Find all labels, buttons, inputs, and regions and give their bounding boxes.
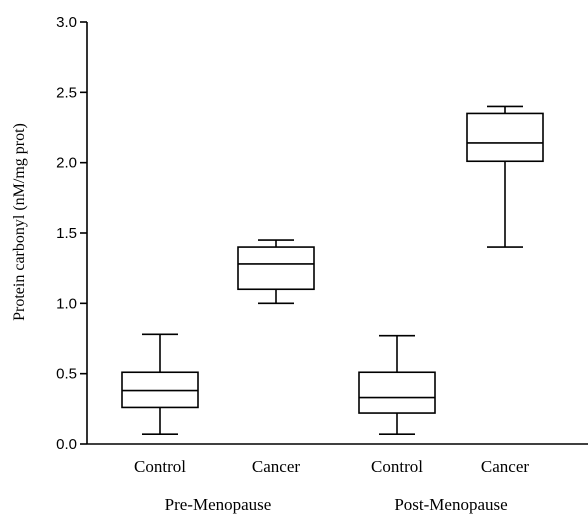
iqr-box (237, 246, 315, 291)
y-tick-label: 1.5 (56, 225, 77, 242)
category-label: Cancer (481, 457, 529, 476)
y-tick-label: 1.0 (56, 295, 77, 312)
category-label: Cancer (252, 457, 300, 476)
iqr-box (466, 112, 544, 163)
x-axis-labels: Control Cancer Pre-Menopause Control Cancer P… (134, 457, 529, 514)
category-label: Control (371, 457, 423, 476)
y-tick-label: 2.5 (56, 84, 77, 101)
box-pre-menopause-control (121, 333, 199, 435)
iqr-box (358, 371, 436, 414)
category-label: Control (134, 457, 186, 476)
box-pre-menopause-cancer (237, 239, 315, 305)
box-post-menopause-cancer (466, 105, 544, 248)
group-label: Pre-Menopause (165, 495, 272, 514)
y-axis-label: Protein carbonyl (nM/mg prot) (11, 123, 28, 321)
box-post-menopause-control (358, 334, 436, 435)
y-tick-label: 0.0 (56, 436, 77, 453)
y-tick-label: 3.0 (56, 14, 77, 31)
group-label: Post-Menopause (394, 495, 507, 514)
y-tick-label: 0.5 (56, 366, 77, 383)
y-tick-label: 2.0 (56, 155, 77, 172)
y-axis-ticks: 0.0 0.5 1.0 1.5 2.0 2.5 3.0 (56, 14, 87, 453)
box-series (121, 105, 544, 435)
